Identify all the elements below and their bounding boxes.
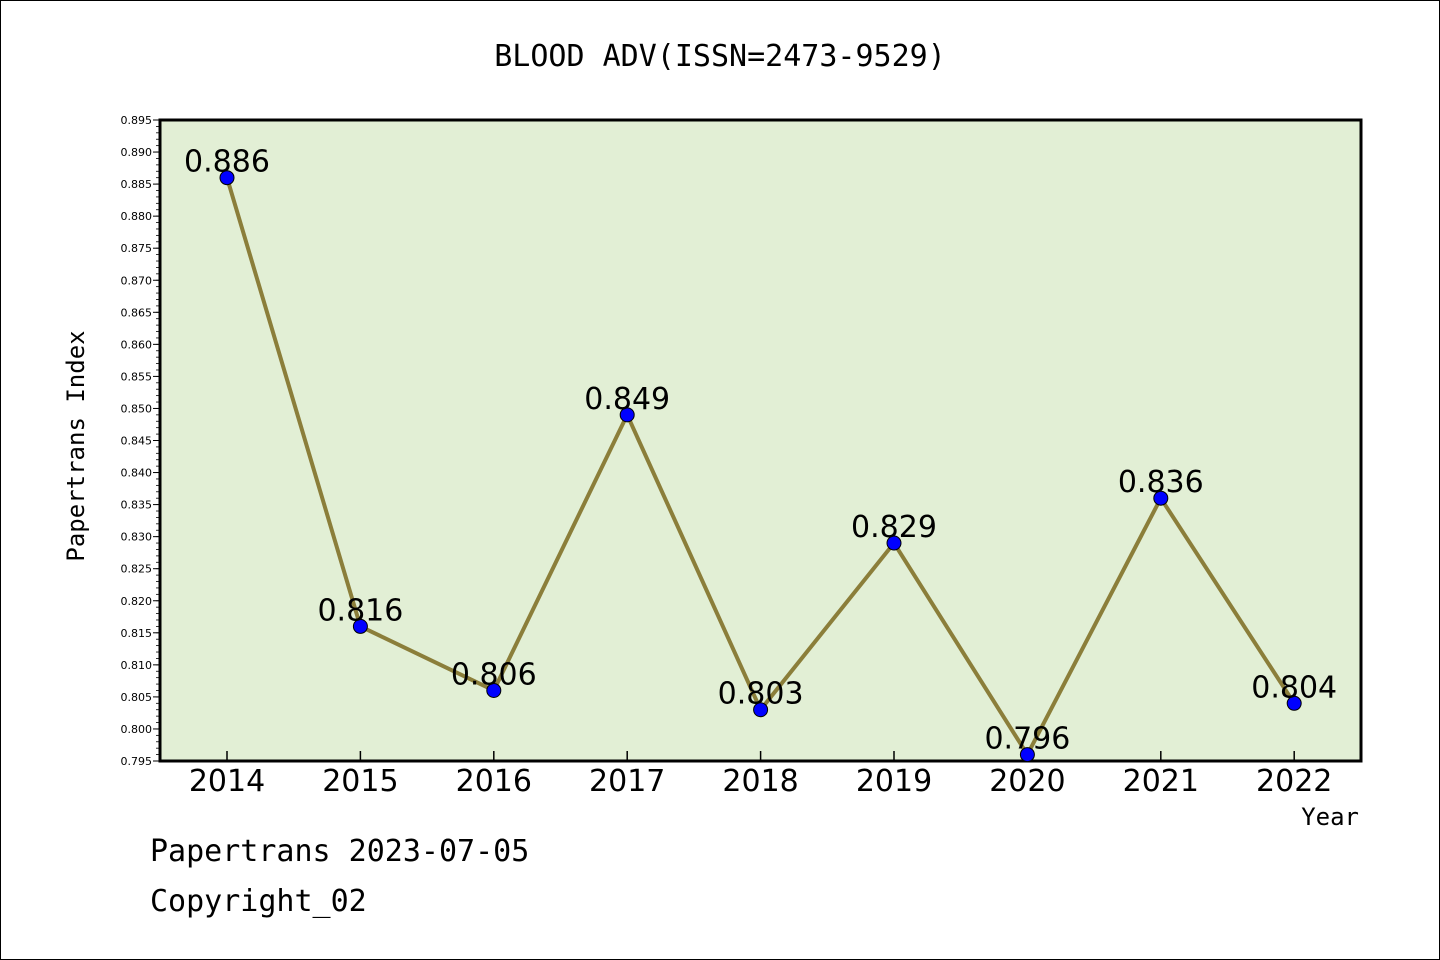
y-tick-label: 0.880 [121, 210, 153, 223]
x-axis-label: Year [1301, 803, 1359, 831]
x-tick-label: 2018 [722, 764, 798, 799]
y-tick-label: 0.850 [121, 402, 153, 415]
x-tick-label: 2020 [989, 764, 1065, 799]
data-label: 0.796 [984, 722, 1070, 757]
y-tick-label: 0.875 [121, 242, 153, 255]
data-point [1286, 695, 1302, 711]
y-tick-label: 0.810 [121, 659, 153, 672]
data-point [486, 682, 502, 698]
data-label: 0.803 [718, 677, 804, 712]
data-point [352, 618, 368, 634]
data-point [219, 170, 235, 186]
y-tick-label: 0.805 [121, 691, 153, 704]
y-tick-label: 0.840 [121, 467, 153, 480]
y-tick-label: 0.870 [121, 274, 153, 287]
x-tick-label: 2021 [1123, 764, 1199, 799]
y-tick-label: 0.885 [121, 178, 153, 191]
y-tick-label: 0.825 [121, 563, 153, 576]
y-tick-label: 0.820 [121, 595, 153, 608]
data-point [619, 407, 635, 423]
data-point [886, 535, 902, 551]
data-label: 0.816 [317, 593, 403, 628]
y-tick-label: 0.835 [121, 499, 153, 512]
data-label: 0.806 [451, 657, 537, 692]
data-label: 0.804 [1251, 670, 1337, 705]
data-label: 0.829 [851, 510, 937, 545]
chart-title: BLOOD ADV(ISSN=2473-9529) [494, 39, 946, 74]
x-axis: 2014 2015 2016 2017 2018 2019 2020 2021 2022 [189, 751, 1332, 799]
y-tick-label: 0.795 [121, 755, 153, 768]
x-tick-label: 2019 [856, 764, 932, 799]
plot-area [158, 118, 1363, 763]
x-tick-label: 2016 [456, 764, 532, 799]
x-tick-label: 2014 [189, 764, 265, 799]
y-tick-label: 0.815 [121, 627, 153, 640]
y-tick-label: 0.895 [121, 114, 153, 127]
series: 0.886 0.816 0.806 0.849 0.803 0.829 0.796 0.836… [184, 145, 1337, 763]
y-tick-label: 0.860 [121, 338, 153, 351]
y-tick-label: 0.800 [121, 723, 153, 736]
y-axis-label: Papertrans Index [62, 330, 90, 561]
data-point [1019, 747, 1035, 763]
x-tick-label: 2015 [322, 764, 398, 799]
x-tick-label: 2017 [589, 764, 665, 799]
data-label: 0.849 [584, 382, 670, 417]
y-tick-label: 0.890 [121, 146, 153, 159]
data-label: 0.886 [184, 145, 270, 180]
footer-date: Papertrans 2023-07-05 [150, 834, 530, 869]
data-point [753, 702, 769, 718]
y-tick-label: 0.855 [121, 370, 153, 383]
y-tick-label: 0.865 [121, 306, 153, 319]
x-tick-label: 2022 [1256, 764, 1332, 799]
y-axis: 0.795 0.800 0.805 0.810 0.815 0.820 0.825 0.830… [121, 114, 160, 768]
data-point [1153, 490, 1169, 506]
y-tick-label: 0.845 [121, 435, 153, 448]
footer-copyright: Copyright_02 [150, 884, 367, 919]
data-label: 0.836 [1118, 465, 1204, 500]
y-tick-label: 0.830 [121, 531, 153, 544]
